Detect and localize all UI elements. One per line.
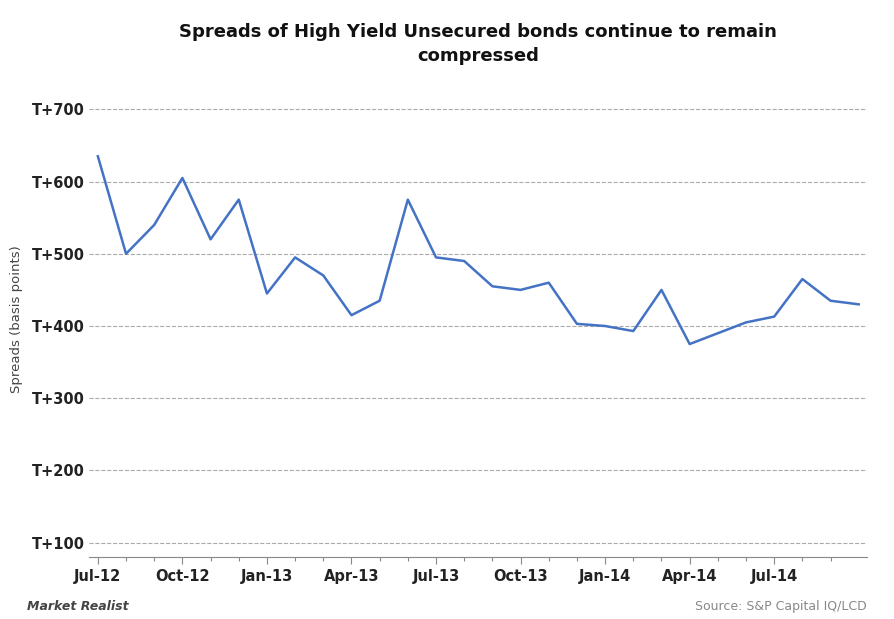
Text: Market Realist: Market Realist bbox=[27, 600, 129, 613]
Y-axis label: Spreads (basis points): Spreads (basis points) bbox=[10, 245, 23, 392]
Title: Spreads of High Yield Unsecured bonds continue to remain
compressed: Spreads of High Yield Unsecured bonds co… bbox=[180, 24, 777, 65]
Text: Source: S&P Capital IQ/LCD: Source: S&P Capital IQ/LCD bbox=[696, 600, 867, 613]
